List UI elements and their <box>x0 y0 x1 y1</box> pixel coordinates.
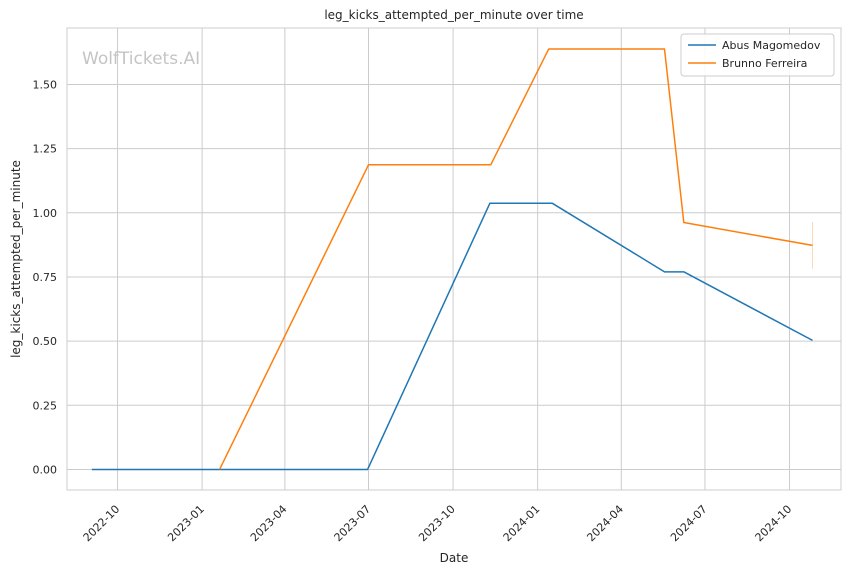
y-tick-label: 1.00 <box>33 207 58 220</box>
grid <box>67 28 841 490</box>
x-axis-label: Date <box>440 551 469 565</box>
y-tick-label: 0.50 <box>33 335 58 348</box>
x-tick-label: 2023-04 <box>248 503 290 545</box>
series-lines <box>91 48 814 471</box>
x-tick-label: 2024-07 <box>668 503 710 545</box>
y-tick-label: 0.00 <box>33 463 58 476</box>
legend-box <box>680 33 835 77</box>
x-tick-label: 2022-10 <box>81 503 123 545</box>
watermark: WolfTickets.AI <box>82 49 200 69</box>
x-tick-label: 2023-10 <box>416 503 458 545</box>
x-tick-label: 2023-07 <box>332 503 374 545</box>
y-axis-ticks: 0.00 0.25 0.50 0.75 1.00 1.25 1.50 <box>33 78 58 476</box>
y-tick-label: 0.25 <box>33 399 58 412</box>
x-axis-ticks: 2022-10 2023-01 2023-04 2023-07 2023-10 2024-… <box>81 503 795 545</box>
chart-title: leg_kicks_attempted_per_minute over time <box>324 8 583 22</box>
legend: Abus Magomedov Brunno Ferreira <box>680 33 835 77</box>
x-tick-label: 2024-10 <box>753 503 795 545</box>
legend-label-abus-magomedov: Abus Magomedov <box>722 39 821 52</box>
y-tick-label: 1.25 <box>33 143 58 156</box>
plot-frame <box>66 27 842 491</box>
y-axis-label: leg_kicks_attempted_per_minute <box>9 160 23 358</box>
y-tick-label: 1.50 <box>33 78 58 91</box>
x-tick-label: 2024-04 <box>584 503 626 545</box>
x-tick-label: 2024-01 <box>501 503 543 545</box>
y-tick-label: 0.75 <box>33 271 58 284</box>
series-line-brunno-ferreira <box>218 48 813 470</box>
x-tick-label: 2023-01 <box>165 503 207 545</box>
legend-label-brunno-ferreira: Brunno Ferreira <box>722 57 807 70</box>
series-line-abus-magomedov <box>91 202 813 471</box>
